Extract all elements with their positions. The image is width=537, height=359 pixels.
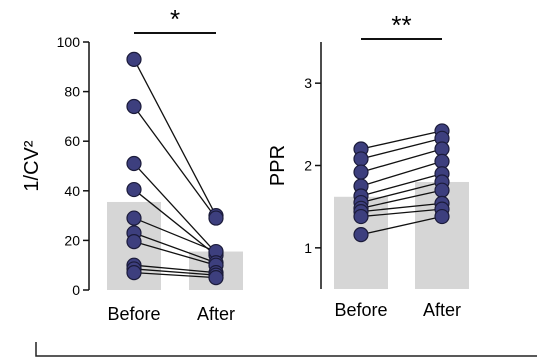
pair-line (133, 232, 217, 264)
data-point-before (353, 151, 369, 167)
pair-line (360, 148, 443, 173)
pair-line (133, 189, 217, 256)
data-point-before (126, 155, 142, 172)
y-tick-label: 100 (57, 34, 81, 50)
data-point-after (208, 210, 224, 226)
pair-line (133, 106, 217, 219)
pair-line (133, 163, 217, 254)
pair-line (133, 241, 217, 266)
category-label-before: Before (334, 300, 387, 320)
data-point-before (126, 210, 142, 226)
figure-bracket (35, 342, 537, 357)
pair-line (133, 264, 217, 274)
y-tick-label: 1 (304, 240, 312, 256)
data-point-after (434, 182, 450, 198)
y-tick-label: 0 (72, 282, 80, 298)
data-point-before (126, 181, 142, 198)
significance-label: ** (391, 10, 411, 40)
data-point-before (126, 265, 142, 281)
y-tick-label: 40 (64, 183, 80, 199)
pair-line (133, 59, 217, 216)
pair-line (360, 137, 443, 160)
ppr-panel: 1 2 3 PPR Before After ** (267, 10, 469, 320)
data-point-before (353, 164, 369, 180)
pair-line (133, 268, 217, 276)
data-point-before (126, 234, 142, 250)
y-axis-label: PPR (267, 145, 289, 186)
y-axis-label: 1/CV² (21, 140, 43, 191)
y-tick-label: 80 (64, 84, 80, 100)
data-point-after (208, 270, 224, 286)
data-point-after (434, 208, 450, 225)
data-point-before (126, 98, 142, 115)
pair-line (360, 215, 443, 236)
y-tick-label: 3 (304, 75, 312, 91)
pair-line (360, 202, 443, 213)
significance-label: * (170, 4, 180, 34)
y-tick-label: 2 (304, 158, 312, 174)
category-label-after: After (423, 300, 461, 320)
data-point-before (126, 51, 142, 67)
pair-line (360, 208, 443, 218)
pair-line (360, 173, 443, 197)
pair-line (360, 189, 443, 209)
data-point-before (353, 227, 369, 243)
pair-line (360, 181, 443, 204)
y-tick-label: 60 (64, 133, 80, 149)
y-tick-label: 20 (64, 232, 80, 248)
pair-line (360, 130, 443, 150)
category-label-before: Before (107, 304, 160, 324)
cv-panel: 0 20 40 60 80 100 1/CV² Before After * (21, 4, 243, 324)
category-label-after: After (197, 304, 235, 324)
pair-line (133, 217, 217, 253)
pair-line (360, 160, 443, 187)
data-point-before (353, 208, 369, 225)
pair-line (133, 271, 217, 279)
